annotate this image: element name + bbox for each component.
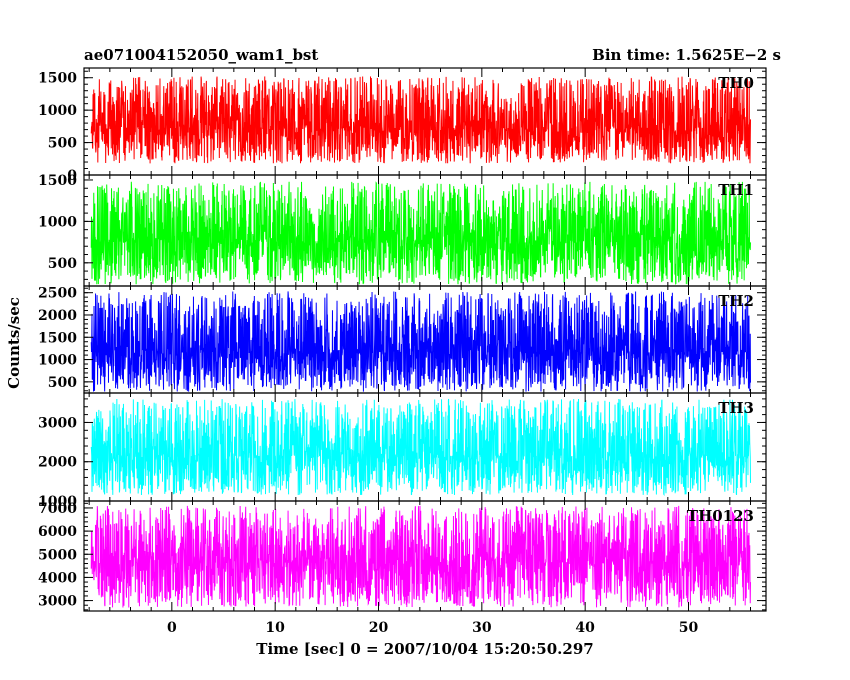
- chart-title-right: Bin time: 1.5625E−2 s: [592, 46, 781, 64]
- panel-label-th0: TH0: [718, 74, 754, 92]
- y-tick-label: 1000: [38, 353, 77, 369]
- panel-label-th3: TH3: [718, 399, 754, 417]
- series-th0123-line: [90, 505, 751, 608]
- y-tick-label: 500: [48, 375, 77, 391]
- panel-label-th0123: TH0123: [687, 507, 754, 525]
- y-tick-label: 2000: [38, 455, 77, 471]
- x-tick-label: 20: [369, 620, 389, 636]
- y-tick-label: 2000: [38, 308, 77, 324]
- series-th3-line: [90, 398, 751, 497]
- y-tick-label: 500: [48, 136, 77, 152]
- y-tick-label: 5000: [38, 547, 77, 563]
- series-th1-line: [90, 181, 751, 285]
- series-th2-line: [90, 291, 751, 392]
- panel-th2: 500 1000 1500 2000 2500 TH2: [38, 285, 767, 394]
- x-tick-label: 10: [265, 620, 285, 636]
- x-tick-label: 0: [167, 620, 177, 636]
- y-tick-label: 3000: [38, 415, 77, 431]
- y-tick-label: 4000: [38, 570, 77, 586]
- x-axis-label: Time [sec] 0 = 2007/10/04 15:20:50.297: [256, 640, 593, 658]
- x-tick-label: 30: [472, 620, 492, 636]
- y-tick-label: 1500: [38, 330, 77, 346]
- y-tick-label: 1000: [38, 103, 77, 119]
- panel-label-th1: TH1: [718, 181, 754, 199]
- y-tick-label: 0: [67, 168, 77, 184]
- y-tick-label: 1000: [38, 214, 77, 230]
- y-tick-label: 1500: [38, 71, 77, 87]
- y-tick-label: 6000: [38, 524, 77, 540]
- x-tick-label: 50: [679, 620, 699, 636]
- panel-th0: 0 500 1000 1500 TH0: [38, 67, 767, 184]
- panel-th0123: 3000 4000 5000 6000 7000 TH0123: [38, 500, 767, 612]
- y-tick-label: 1000: [38, 494, 77, 510]
- y-tick-label: 500: [48, 256, 77, 272]
- y-axis-label: Counts/sec: [5, 297, 23, 389]
- series-th0-line: [90, 76, 751, 164]
- panel-th3: 1000 2000 3000 TH3: [38, 392, 767, 510]
- y-tick-label: 3000: [38, 594, 77, 610]
- y-tick-label: 2500: [38, 286, 77, 302]
- y-tick-label: 7000: [38, 501, 77, 517]
- y-tick-label: 1500: [38, 173, 77, 189]
- panel-th1: 500 1000 1500 TH1: [38, 173, 767, 287]
- panel-label-th2: TH2: [718, 292, 754, 310]
- x-tick-label: 40: [575, 620, 595, 636]
- panel-frame: [83, 500, 767, 612]
- chart-title-left: ae071004152050_wam1_bst: [84, 46, 318, 64]
